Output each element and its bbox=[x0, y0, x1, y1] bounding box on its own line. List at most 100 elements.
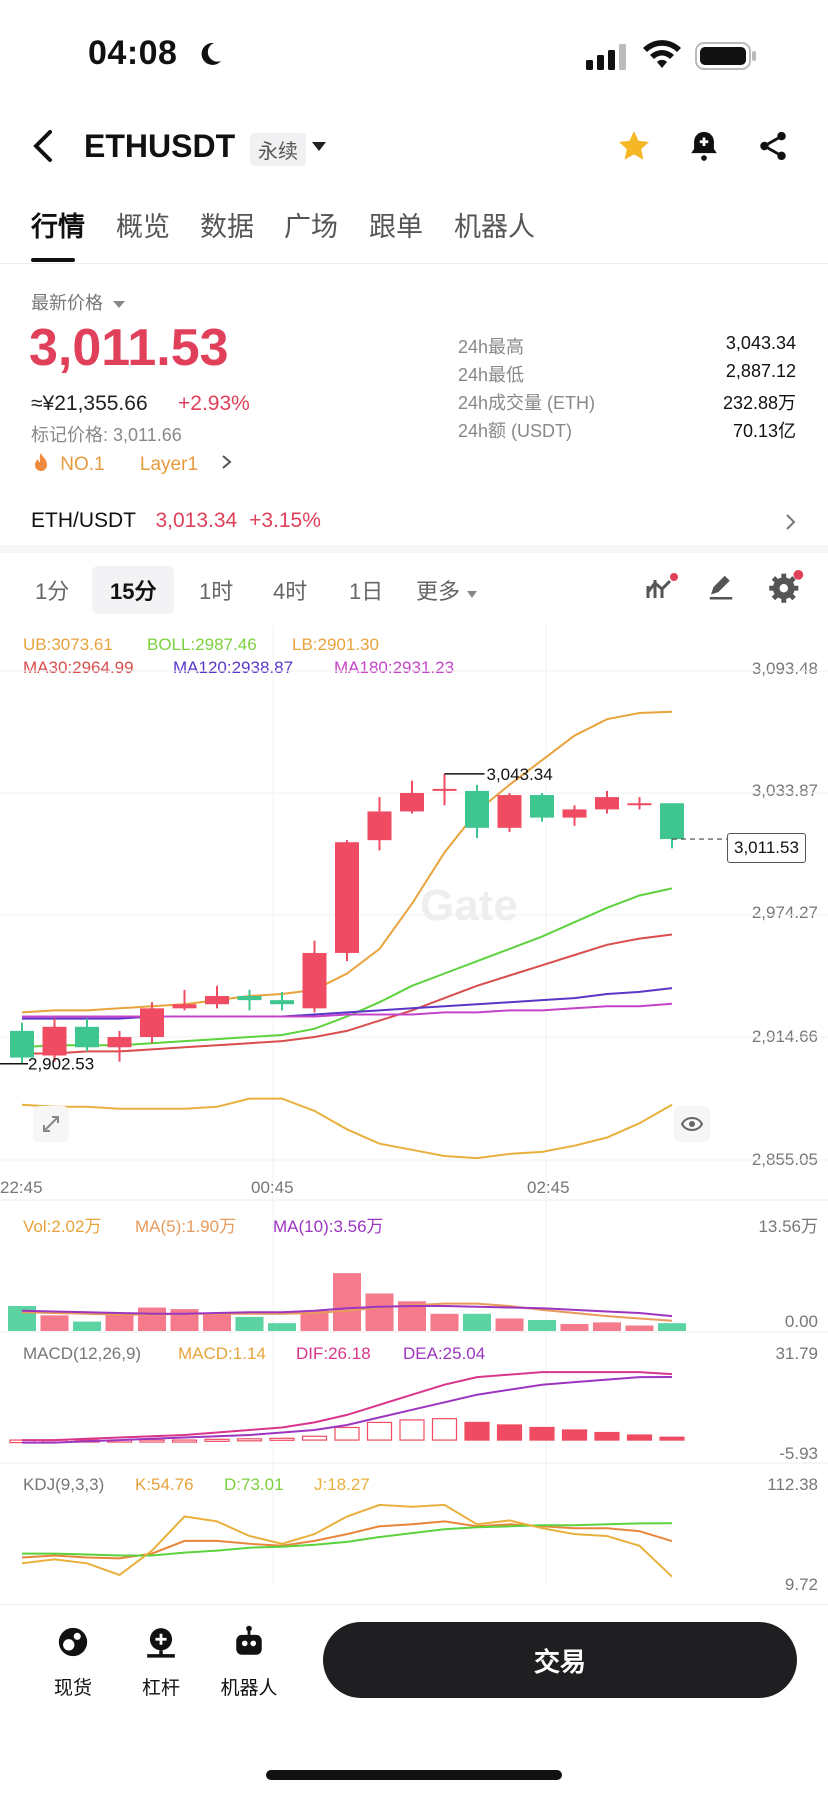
j-line bbox=[21, 1503, 673, 1578]
kdj-max: 112.38 bbox=[767, 1475, 818, 1494]
main-tabs: 行情 概览 数据 广场 跟单 机器人 bbox=[0, 205, 828, 262]
stat-low-label: 24h最低 bbox=[458, 365, 525, 385]
macd-min: -5.93 bbox=[779, 1444, 818, 1463]
candle-body-14 bbox=[465, 790, 489, 828]
legend-kdj-title: KDJ(9,3,3) bbox=[23, 1475, 105, 1494]
macd-hist-4 bbox=[139, 1439, 165, 1443]
symbol-dropdown-icon[interactable] bbox=[310, 140, 328, 159]
kdj-pane bbox=[21, 1503, 673, 1578]
stat-low-value: 2,887.12 bbox=[725, 361, 796, 381]
tab-square[interactable]: 广场 bbox=[284, 212, 338, 242]
k-line bbox=[21, 1520, 673, 1560]
candle-body-3 bbox=[107, 1037, 132, 1048]
kdj-min: 9.72 bbox=[784, 1575, 818, 1594]
candle-body-20 bbox=[660, 803, 684, 840]
signal-icon bbox=[586, 44, 628, 75]
vol-bar-20 bbox=[658, 1323, 686, 1331]
legend-j: J:18.27 bbox=[314, 1475, 370, 1494]
kline-chart[interactable]: Gate 3,043.34 2,902.53 bbox=[0, 625, 828, 1600]
tf-more[interactable]: 更多 bbox=[416, 574, 478, 606]
section-gap bbox=[0, 545, 828, 553]
nav-spot[interactable]: 现货 bbox=[28, 1625, 118, 1700]
ub-line bbox=[21, 710, 673, 1014]
legend-vol-ma5: MA(5):1.90万 bbox=[135, 1217, 237, 1236]
tf-1m[interactable]: 1分 bbox=[35, 579, 70, 604]
tab-data[interactable]: 数据 bbox=[200, 212, 254, 242]
vol-bar-19 bbox=[625, 1325, 654, 1331]
macd-hist-18 bbox=[594, 1431, 620, 1441]
vol-max: 13.56万 bbox=[758, 1217, 818, 1236]
tab-copy-trade[interactable]: 跟单 bbox=[369, 212, 423, 242]
tf-1h[interactable]: 1时 bbox=[199, 579, 234, 604]
candle-body-10 bbox=[335, 842, 359, 953]
share-icon[interactable] bbox=[756, 128, 790, 169]
nav-robot[interactable]: 机器人 bbox=[204, 1625, 294, 1700]
price-change: +2.93% bbox=[178, 392, 250, 415]
candle-body-0 bbox=[10, 1030, 34, 1058]
price-cny: ≈¥21,355.66 bbox=[31, 392, 148, 415]
chevron-right-icon bbox=[786, 514, 796, 530]
indicator-icon[interactable] bbox=[645, 572, 679, 609]
vol-bar-0 bbox=[8, 1305, 36, 1331]
stat-high-value: 3,043.34 bbox=[725, 333, 796, 353]
symbol-title[interactable]: ETHUSDT bbox=[84, 128, 236, 164]
fullscreen-expand-icon[interactable] bbox=[33, 1106, 69, 1142]
candle-body-5 bbox=[172, 1004, 197, 1009]
vol-bar-8 bbox=[268, 1323, 296, 1331]
sector-tag: Layer1 bbox=[139, 454, 199, 475]
timeframe-bar: 1分 15分 1时 4时 1日 更多 bbox=[0, 560, 828, 616]
legend-macd-title: MACD(12,26,9) bbox=[23, 1344, 142, 1363]
tf-more-label: 更多 bbox=[416, 579, 461, 604]
candle-body-13 bbox=[432, 788, 457, 791]
latest-price-label[interactable]: 最新价格 bbox=[31, 289, 126, 315]
candle-body-18 bbox=[595, 797, 619, 810]
candle-body-9 bbox=[302, 952, 327, 1009]
candle-body-2 bbox=[75, 1026, 99, 1048]
price-alert-icon[interactable] bbox=[687, 128, 721, 169]
dea-line bbox=[22, 1376, 673, 1444]
trade-button[interactable]: 交易 bbox=[323, 1622, 797, 1698]
settings-gear-icon[interactable] bbox=[766, 570, 804, 609]
legend-boll: BOLL:2987.46 bbox=[147, 635, 257, 654]
latest-price-label-text: 最新价格 bbox=[31, 293, 103, 313]
ma120-line bbox=[22, 987, 673, 1020]
spot-pair-change: +3.15% bbox=[249, 509, 321, 532]
tf-4h[interactable]: 4时 bbox=[273, 579, 308, 604]
legend-dea: DEA:25.04 bbox=[403, 1344, 486, 1363]
eye-icon[interactable] bbox=[674, 1106, 710, 1142]
draw-pencil-icon[interactable] bbox=[706, 572, 736, 607]
wifi-icon bbox=[642, 40, 682, 75]
spot-icon bbox=[58, 1627, 88, 1657]
vol-bar-13 bbox=[430, 1313, 459, 1331]
current-price-tag: 3,011.53 bbox=[727, 833, 806, 863]
tf-1d[interactable]: 1日 bbox=[349, 579, 384, 604]
spot-pair-row[interactable]: ETH/USDT 3,013.34 +3.15% bbox=[31, 509, 797, 533]
chevron-right-icon bbox=[222, 455, 232, 469]
nav-leverage[interactable]: 杠杆 bbox=[116, 1625, 206, 1700]
y-tick-0: 3,093.48 bbox=[751, 659, 818, 678]
vol-min: 0.00 bbox=[784, 1312, 818, 1331]
legend-vol: Vol:2.02万 bbox=[23, 1217, 102, 1236]
macd-hist-17 bbox=[561, 1429, 588, 1441]
last-price: 3,011.53 bbox=[29, 319, 229, 377]
tab-overview[interactable]: 概览 bbox=[116, 212, 170, 242]
macd-hist-5 bbox=[171, 1439, 198, 1443]
favorite-star-icon[interactable] bbox=[615, 128, 653, 169]
legend-vol-ma10: MA(10):3.56万 bbox=[273, 1217, 384, 1236]
macd-hist-10 bbox=[334, 1426, 360, 1441]
nav-leverage-label: 杠杆 bbox=[141, 1678, 180, 1699]
candle-body-19 bbox=[627, 803, 652, 806]
tag-row[interactable]: NO.1 Layer1 bbox=[31, 452, 233, 476]
status-time: 04:08 bbox=[88, 34, 178, 72]
macd-hist-19 bbox=[626, 1434, 653, 1441]
vol-ma10-line bbox=[21, 1305, 673, 1318]
chart-grid bbox=[0, 625, 828, 1585]
legend-ma120: MA120:2938.87 bbox=[173, 658, 294, 677]
stat-turnover-value: 70.13亿 bbox=[732, 421, 796, 441]
tab-bots[interactable]: 机器人 bbox=[454, 212, 535, 242]
vol-ma5-line bbox=[21, 1302, 673, 1322]
back-icon[interactable] bbox=[28, 128, 58, 169]
tab-market[interactable]: 行情 bbox=[31, 212, 85, 242]
candle-body-8 bbox=[270, 1000, 294, 1005]
tf-15m[interactable]: 15分 bbox=[92, 566, 175, 614]
